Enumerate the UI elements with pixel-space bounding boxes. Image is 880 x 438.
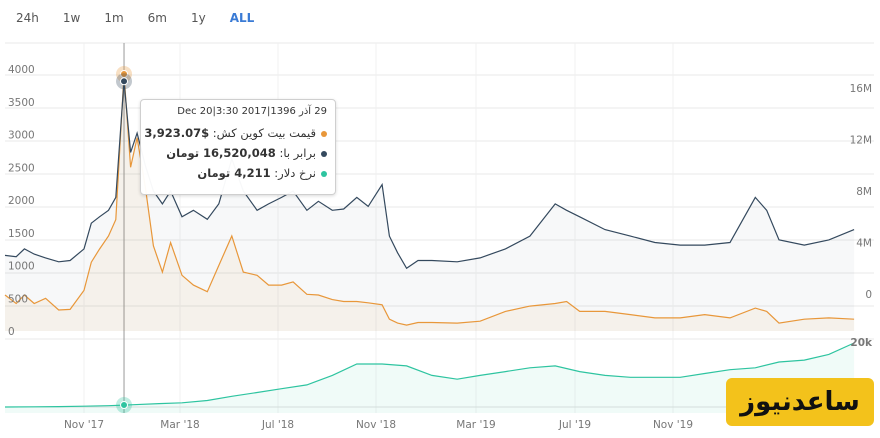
- tooltip-row-price: قیمت بیت کوین کش: $3,923.07: [144, 123, 327, 143]
- y-axis-left: 0 500 1000 1500 2000 2500 3000 3500 4000: [8, 64, 35, 338]
- x-tick: Mar '18: [160, 419, 199, 431]
- y-left-tick: 2500: [8, 162, 35, 174]
- y-right-tick: 4M: [856, 238, 872, 250]
- y-left-tick: 0: [8, 326, 15, 338]
- tooltip-price-value: $3,923.07: [144, 126, 210, 140]
- dollar-dot-icon: [321, 170, 327, 177]
- x-tick: Mar '19: [456, 419, 495, 431]
- x-tick: Nov '17: [64, 419, 104, 431]
- tooltip-price-label: قیمت بیت کوین کش:: [212, 126, 316, 140]
- time-range-tabs: 24h 1w 1m 6m 1y ALL: [8, 8, 270, 28]
- y-left-tick: 1500: [8, 228, 35, 240]
- tooltip-row-toman: برابر با: 16,520,048 تومان: [149, 143, 327, 163]
- series-area: [5, 74, 855, 331]
- y-right-tick: 12M: [850, 135, 872, 147]
- y-left-tick: 500: [8, 293, 28, 305]
- hover-point: [120, 401, 129, 410]
- series-line[interactable]: [4, 81, 855, 270]
- x-axis: Nov '17 Mar '18 Jul '18 Nov '18 Mar '19 Jul '…: [64, 419, 693, 431]
- series-line[interactable]: [4, 73, 855, 326]
- price-dot-icon: [321, 130, 327, 137]
- x-tick: Nov '18: [356, 419, 396, 431]
- hover-markers: [116, 66, 133, 414]
- tooltip-dollar-label: نرخ دلار:: [274, 166, 316, 180]
- tooltip-dollar-value: 4,211 تومان: [197, 166, 271, 180]
- series-area: [5, 81, 855, 331]
- y-right-tick: 16M: [850, 83, 872, 95]
- series-line[interactable]: [4, 342, 855, 408]
- y-left-tick: 3500: [8, 97, 35, 109]
- y-left-tick: 3000: [8, 130, 35, 142]
- x-tick: Nov '19: [653, 419, 693, 431]
- tab-1y[interactable]: 1y: [190, 11, 206, 25]
- tab-6m[interactable]: 6m: [147, 11, 167, 25]
- tab-24h[interactable]: 24h: [16, 11, 39, 25]
- tab-1m[interactable]: 1m: [104, 11, 124, 25]
- y-left-tick: 1000: [8, 261, 35, 273]
- tab-all[interactable]: ALL: [229, 11, 255, 25]
- chart-grid: [5, 42, 874, 413]
- y-right-tick: 0: [865, 289, 872, 301]
- toman-dot-icon: [321, 150, 327, 157]
- y-left-tick: 2000: [8, 195, 35, 207]
- tooltip-toman-label: برابر با:: [279, 146, 316, 160]
- series-lines: [4, 73, 855, 408]
- tab-1w[interactable]: 1w: [62, 11, 81, 25]
- x-tick: Jul '18: [261, 419, 294, 431]
- tooltip-row-dollar: نرخ دلار: 4,211 تومان: [149, 163, 327, 183]
- y-dollar-tick: 20k: [850, 337, 873, 349]
- series-areas: [5, 74, 855, 413]
- y-right-tick: 8M: [856, 186, 872, 198]
- hover-point: [120, 77, 129, 86]
- y-axis-right: 0 4M 8M 12M 16M 20k: [850, 83, 873, 349]
- hover-tooltip: 29 آذر 1396|2017 Dec 20|3:30 قیمت بیت کو…: [140, 99, 336, 195]
- x-tick: Jul '19: [558, 419, 591, 431]
- y-left-tick: 4000: [8, 64, 35, 76]
- saednews-logo: ساعدنیوز: [726, 378, 874, 426]
- tooltip-toman-value: 16,520,048 تومان: [166, 146, 276, 160]
- series-area: [5, 343, 855, 413]
- tooltip-date: 29 آذر 1396|2017 Dec 20|3:30: [177, 106, 327, 117]
